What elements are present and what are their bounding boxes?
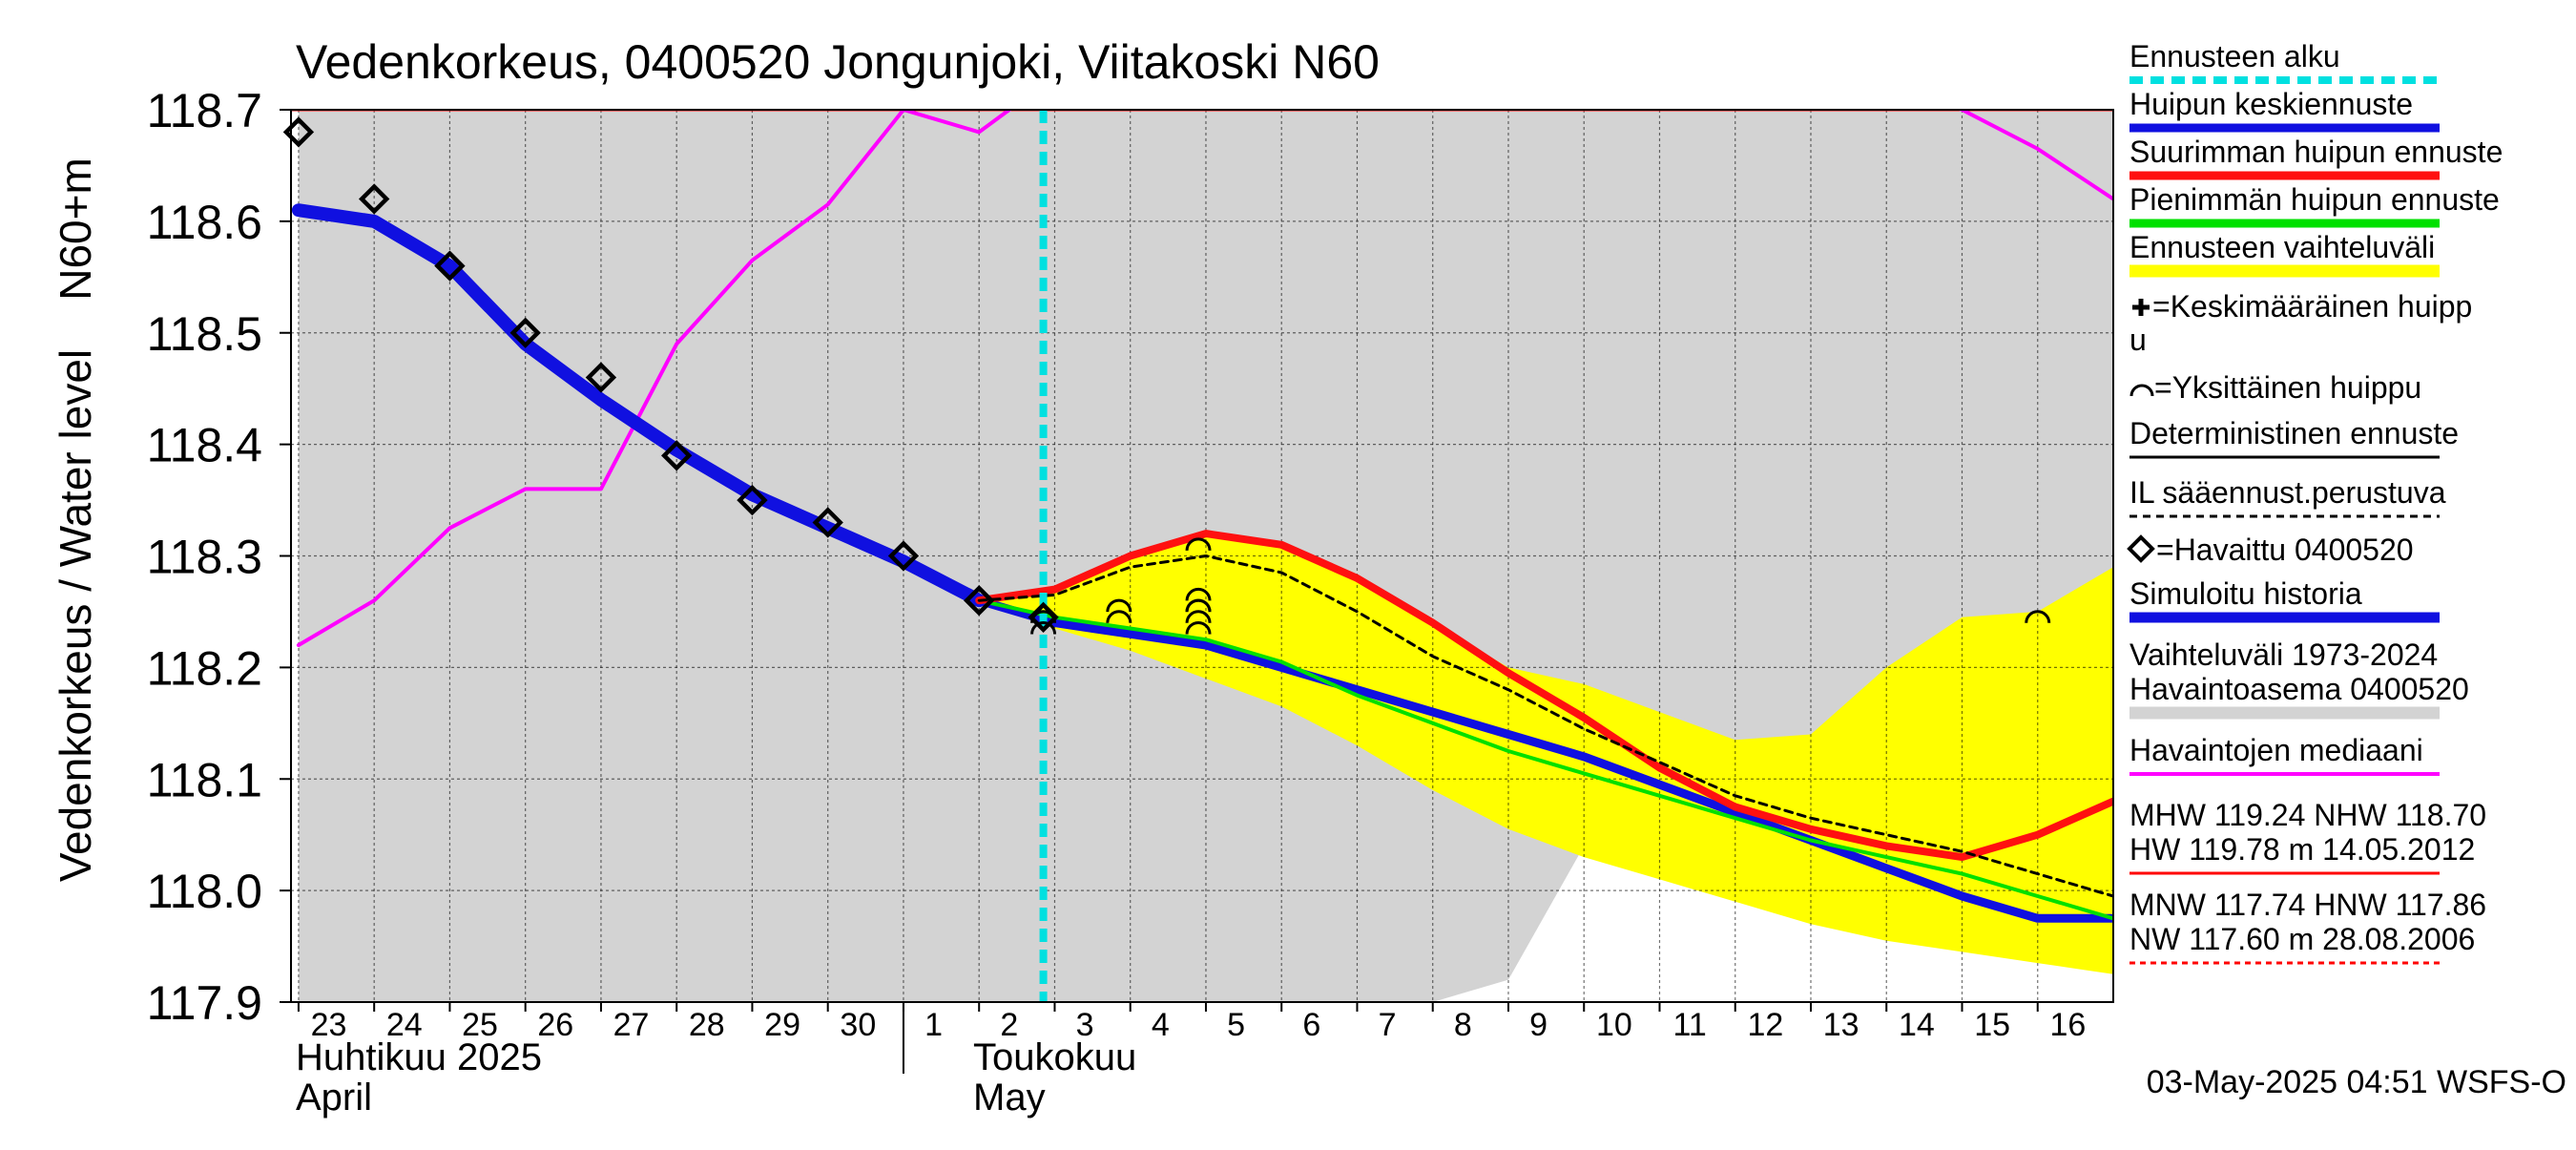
x-tick-label: 9 (1529, 1007, 1548, 1043)
y-tick-label: 118.2 (147, 641, 262, 695)
y-tick-label: 118.7 (147, 84, 262, 137)
stats-low-line2: NW 117.60 m 28.08.2006 (2129, 922, 2475, 956)
diamond-icon (2127, 534, 2155, 563)
single-peak-marker (1106, 598, 1132, 613)
observed-point (737, 484, 768, 516)
min-peak-forecast-line (977, 598, 2113, 921)
x-tick-label: 28 (689, 1007, 725, 1043)
mean-peak-marker (1185, 537, 1212, 551)
y-tick-label: 118.4 (147, 419, 262, 472)
x-tick-label: 25 (462, 1007, 498, 1043)
y-tick-label: 118.5 (147, 307, 262, 361)
legend-max-peak-label: Suurimman huipun ennuste (2129, 135, 2503, 169)
legend-historical-range-label: Vaihteluväli 1973-2024 (2129, 638, 2438, 672)
x-tick-label: 3 (1076, 1007, 1094, 1043)
observed-point (585, 362, 617, 393)
legend-forecast-range-label: Ennusteen vaihteluväli (2129, 230, 2435, 264)
x-tick-label: 30 (840, 1007, 876, 1043)
max-peak-forecast-line (975, 530, 2113, 862)
x-tick-label: 15 (1974, 1007, 2010, 1043)
legend-single-peak-label: =Yksittäinen huippu (2154, 370, 2421, 405)
single-peak-marker (1185, 587, 1212, 601)
arc-icon (2129, 384, 2154, 397)
x-tick-label: 24 (386, 1007, 423, 1043)
x-tick-label: 29 (764, 1007, 800, 1043)
single-peak-marker (1030, 620, 1057, 635)
y-axis-unit-label: N60+m (51, 157, 100, 301)
observed-point (434, 250, 466, 282)
legend-min-peak-label: Pienimmän huipun ennuste (2129, 182, 2500, 217)
x-tick-label: 4 (1152, 1007, 1170, 1043)
x-tick-label: 14 (1899, 1007, 1935, 1043)
legend: Ennusteen alku Huipun keskiennuste Suurimm… (2127, 39, 2503, 965)
y-tick-label: 118.1 (147, 753, 262, 806)
plus-icon (2132, 299, 2150, 316)
observed-point (509, 317, 541, 348)
legend-deterministic-label: Deterministinen ennuste (2129, 416, 2459, 450)
month-label-may-fi: Toukokuu (973, 1036, 1136, 1078)
x-tick-label: 5 (1227, 1007, 1245, 1043)
mean-peak-forecast-line (974, 596, 2113, 923)
y-tick-label: 118.3 (147, 531, 262, 584)
single-peak-marker (2025, 610, 2051, 623)
single-peak-marker (1185, 620, 1212, 635)
stats-high-line2: HW 119.78 m 14.05.2012 (2129, 832, 2475, 867)
forecast-range-band (979, 533, 2113, 974)
x-tick-label: 11 (1672, 1007, 1706, 1043)
single-peak-marker (1185, 598, 1212, 613)
legend-mean-peak-label: Huipun keskiennuste (2129, 87, 2413, 121)
timestamp: 03-May-2025 04:51 WSFS-O (2147, 1064, 2566, 1100)
observed-point (358, 183, 390, 215)
single-peak-marker (1106, 610, 1132, 623)
month-label-april-fi: Huhtikuu 2025 (296, 1036, 542, 1078)
legend-mean-peak-marker-label: =Keskimääräinen huipp (2152, 289, 2472, 324)
x-tick-label: 16 (2049, 1007, 2086, 1043)
plot-area (282, 109, 2114, 1003)
legend-simulated-label: Simuloitu historia (2129, 576, 2362, 611)
stats-high-line1: MHW 119.24 NHW 118.70 (2129, 798, 2486, 832)
median-series-line (296, 110, 2113, 647)
legend-median-label: Havaintojen mediaani (2129, 733, 2423, 767)
observed-point (812, 507, 843, 538)
plot-inner (291, 110, 2113, 1002)
x-tick-label: 10 (1596, 1007, 1632, 1043)
y-axis-label: Vedenkorkeus / Water level (51, 349, 100, 882)
month-label-may-en: May (973, 1077, 1046, 1119)
x-tick-label: 12 (1747, 1007, 1783, 1043)
legend-mean-peak-marker-label-cont: u (2129, 323, 2147, 357)
legend-il-weather-label: IL sääennust.perustuva (2129, 475, 2446, 510)
x-tick-label: 2 (1000, 1007, 1018, 1043)
axes: 117.9 118.0 118.1 118.2 118.3 118.4 118.5 118.6… (147, 84, 2086, 1074)
simulated-history-line (291, 203, 987, 608)
y-tick-label: 118.6 (147, 196, 262, 249)
x-tick-label: 13 (1823, 1007, 1859, 1043)
chart-title: Vedenkorkeus, 0400520 Jongunjoki, Viitak… (296, 35, 1380, 89)
x-tick-label: 26 (537, 1007, 573, 1043)
x-tick-label: 23 (311, 1007, 347, 1043)
stats-low-line1: MNW 117.74 HNW 117.86 (2129, 888, 2486, 922)
x-tick-label: 7 (1379, 1007, 1397, 1043)
observed-point (887, 540, 920, 572)
legend-historical-range-label: Havaintoasema 0400520 (2129, 672, 2469, 706)
x-tick-label: 27 (613, 1007, 650, 1043)
legend-observed-label: =Havaittu 0400520 (2156, 533, 2414, 567)
y-tick-label: 117.9 (147, 976, 262, 1030)
month-label-april-en: April (296, 1077, 372, 1119)
x-tick-label: 1 (924, 1007, 943, 1043)
observed-point (1028, 601, 1059, 633)
x-tick-label: 8 (1454, 1007, 1472, 1043)
x-tick-label: 6 (1302, 1007, 1320, 1043)
y-tick-label: 118.0 (147, 865, 262, 918)
single-peak-marker (1185, 610, 1212, 623)
observed-point (964, 585, 995, 617)
legend-forecast-start-label: Ennusteen alku (2129, 39, 2340, 73)
observed-point (661, 440, 693, 471)
deterministic-forecast-line (977, 554, 2113, 898)
